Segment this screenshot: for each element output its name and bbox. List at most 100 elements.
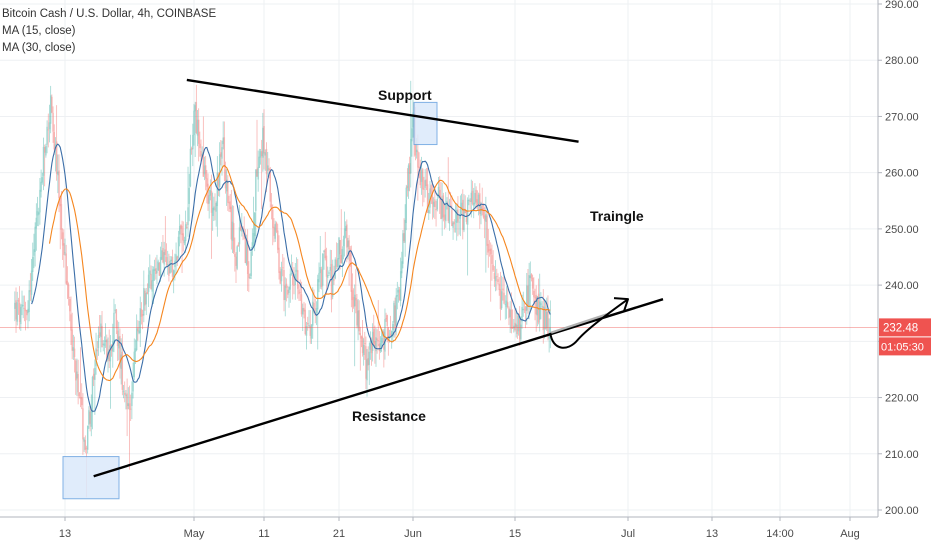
- candle: [48, 104, 51, 143]
- candle: [102, 339, 104, 352]
- candle: [302, 303, 304, 332]
- candle: [441, 182, 443, 236]
- candle: [496, 268, 498, 291]
- candle: [20, 304, 22, 331]
- candle: [494, 260, 497, 292]
- candle: [137, 320, 139, 341]
- candle: [101, 311, 103, 348]
- candle: [403, 218, 405, 244]
- candle: [398, 286, 401, 301]
- candle: [234, 237, 236, 272]
- candle: [471, 180, 474, 206]
- candle: [524, 306, 527, 329]
- candle: [292, 261, 294, 300]
- candle: [448, 198, 451, 231]
- candle: [481, 187, 483, 216]
- candle: [453, 219, 455, 233]
- candle: [58, 154, 60, 213]
- candle: [89, 406, 91, 432]
- candle: [500, 275, 503, 310]
- candle: [202, 116, 205, 177]
- candle: [231, 205, 234, 253]
- candle: [38, 207, 40, 227]
- candle: [330, 249, 333, 313]
- candle: [144, 288, 146, 311]
- candle: [177, 230, 180, 261]
- candle: [425, 167, 428, 191]
- grid: [0, 0, 878, 517]
- candle: [76, 358, 78, 397]
- candle: [194, 101, 196, 158]
- candle: [32, 242, 34, 281]
- candle: [519, 306, 521, 347]
- drawings: Support Resistance Traingle: [0, 78, 878, 500]
- candle: [293, 267, 295, 295]
- candle: [305, 321, 308, 350]
- candle: [360, 335, 363, 348]
- candle: [422, 167, 424, 207]
- candle: [196, 110, 199, 147]
- candle: [369, 331, 372, 360]
- candle: [140, 302, 143, 325]
- candle: [222, 121, 224, 150]
- candle: [508, 306, 510, 326]
- triangle-label: Traingle: [590, 208, 644, 224]
- candle: [377, 300, 379, 347]
- candle: [431, 180, 434, 220]
- candle: [258, 148, 261, 169]
- y-tick-label: 260.00: [885, 168, 919, 180]
- candle: [223, 121, 226, 181]
- candle: [428, 192, 430, 220]
- candle: [491, 244, 493, 281]
- candle: [211, 192, 214, 231]
- candle: [88, 406, 90, 429]
- candle: [151, 265, 153, 307]
- candle: [376, 329, 378, 354]
- candle: [82, 393, 84, 455]
- candle: [318, 262, 320, 293]
- candle: [262, 112, 264, 172]
- candle: [187, 166, 189, 237]
- ma30-legend: MA (30, close): [2, 42, 76, 54]
- candle: [184, 210, 187, 253]
- candle: [342, 235, 345, 260]
- candle: [215, 201, 217, 227]
- candle: [465, 209, 468, 225]
- candle: [287, 285, 289, 299]
- candle: [348, 235, 350, 286]
- candle: [299, 279, 301, 301]
- candle: [379, 336, 382, 353]
- candle: [353, 284, 356, 367]
- candle: [124, 381, 126, 403]
- candle: [399, 257, 402, 307]
- candle: [152, 266, 155, 304]
- candle: [29, 273, 32, 301]
- candle: [351, 273, 354, 313]
- candle: [131, 381, 133, 420]
- candle: [165, 243, 168, 267]
- candle: [502, 277, 504, 301]
- candle: [325, 247, 328, 295]
- candle: [315, 301, 318, 326]
- candle: [236, 245, 238, 271]
- candle: [92, 368, 95, 387]
- candle: [460, 193, 463, 215]
- candle: [180, 224, 182, 244]
- candle: [270, 192, 273, 220]
- x-tick-label: 15: [509, 528, 521, 540]
- candle: [378, 331, 381, 360]
- candle: [490, 242, 492, 302]
- candle: [146, 283, 149, 295]
- high-highlight-box: [413, 101, 438, 146]
- candle: [284, 277, 286, 317]
- candle: [540, 292, 542, 320]
- candle: [96, 341, 98, 360]
- candle: [469, 198, 471, 210]
- candle: [143, 270, 145, 323]
- candle: [335, 242, 338, 270]
- candle: [67, 282, 70, 306]
- candle: [298, 284, 300, 301]
- candle: [492, 250, 494, 273]
